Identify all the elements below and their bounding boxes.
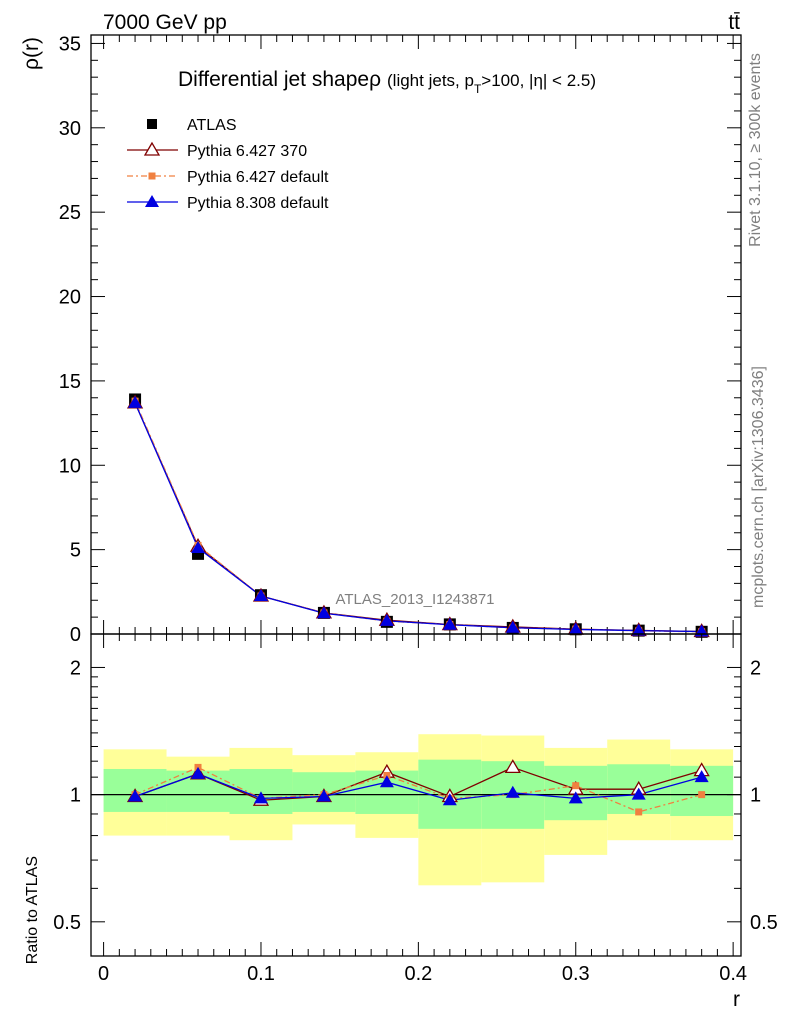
- data-point-pythia-8-308-default: [568, 622, 583, 635]
- main-y-tick-label: 30: [59, 118, 81, 140]
- data-point-pythia-8-308-default: [253, 589, 268, 602]
- data-point-pythia-8-308-default: [191, 540, 206, 553]
- chart-title-symbol: ρ: [369, 68, 381, 91]
- data-point-pythia-8-308-default: [128, 395, 143, 408]
- ratio-line-pythia-8-308-default: [134, 773, 702, 801]
- legend-marker: [148, 172, 156, 180]
- x-axis-label: r: [733, 988, 740, 1011]
- legend: ATLAS Pythia 6.427 370 Pythia 6.427 defaul…: [127, 117, 329, 212]
- main-panel: 0 5 10 15 20 25 30 35: [59, 33, 742, 646]
- ratio-point-pythia-6-427-370: [504, 759, 521, 774]
- process-label: tt̄: [728, 11, 740, 34]
- ratio-frame: [90, 633, 742, 957]
- main-y-tick-label: 5: [70, 540, 81, 562]
- ratio-line-pythia-6-427-default: [134, 766, 702, 813]
- chart-title-detail: (light jets, p: [387, 71, 474, 90]
- ratio-y-tick-label-right: 2: [750, 657, 761, 679]
- ratio-y-tick-label-left: 0.5: [53, 912, 81, 934]
- energy-label: 7000 GeV pp: [103, 11, 227, 34]
- main-y-tick-label: 25: [59, 202, 81, 224]
- main-y-axis-label: ρ(r): [20, 37, 43, 70]
- data-point-pythia-8-308-default: [379, 613, 394, 626]
- legend-entry-label: Pythia 6.427 default: [187, 169, 329, 186]
- ratio-point-pythia-8-308-default: [568, 791, 583, 804]
- ratio-y-tick-label-right: 0.5: [750, 912, 778, 934]
- ratio-y-tick-label-left: 1: [70, 785, 81, 807]
- analysis-watermark: ATLAS_2013_I1243871: [335, 591, 494, 608]
- x-tick-label: 0.2: [404, 963, 432, 985]
- ratio-y-tick-label-right: 1: [750, 785, 761, 807]
- x-tick-label: 0: [98, 963, 109, 985]
- chart-title-main: Differential jet shape: [178, 68, 369, 91]
- ratio-panel: 0.5 0.5 1 1 2 2 0 0.1 0.2 0.3 0.4: [53, 633, 778, 985]
- ratio-point-pythia-8-308-default: [379, 775, 394, 788]
- data-point-pythia-8-308-default: [631, 623, 646, 636]
- data-point-pythia-8-308-default: [316, 606, 331, 619]
- ratio-point-pythia-8-308-default: [128, 789, 143, 802]
- legend-marker: [143, 141, 161, 156]
- legend-entry-label: ATLAS: [187, 117, 237, 134]
- chart-title-detail-tail: >100, |η| < 2.5): [481, 71, 596, 90]
- main-y-tick-label: 10: [59, 455, 81, 477]
- x-tick-label: 0.4: [719, 963, 747, 985]
- main-y-tick-label: 20: [59, 287, 81, 309]
- ratio-point-pythia-8-308-default: [191, 766, 206, 779]
- ratio-point-pythia-6-427-default: [572, 782, 580, 790]
- ratio-point-pythia-8-308-default: [316, 789, 331, 802]
- legend-marker: [147, 119, 157, 129]
- ratio-point-pythia-8-308-default: [694, 770, 709, 783]
- main-y-tick-label: 35: [59, 33, 81, 55]
- ratio-point-pythia-6-427-default: [635, 808, 643, 816]
- x-tick-label: 0.1: [247, 963, 275, 985]
- chart-title-subscript: T: [474, 82, 482, 96]
- rivet-version-label: Rivet 3.1.10, ≥ 300k events: [747, 53, 764, 247]
- chart-title: Differential jet shapeρ (light jets, pT>1…: [178, 68, 596, 96]
- series-line-pythia-6-427-default: [134, 400, 702, 633]
- legend-marker: [145, 195, 159, 207]
- legend-entry-label: Pythia 6.427 370: [187, 143, 307, 160]
- ratio-line-pythia-6-427-370: [134, 766, 702, 801]
- main-y-tick-label: 15: [59, 371, 81, 393]
- ratio-y-tick-label-left: 2: [70, 657, 81, 679]
- data-point-pythia-8-308-default: [442, 617, 457, 630]
- series-line-pythia-8-308-default: [134, 402, 702, 633]
- ratio-point-pythia-6-427-default: [698, 791, 706, 799]
- ratio-point-pythia-8-308-default: [253, 791, 268, 804]
- ratio-point-pythia-8-308-default: [505, 785, 520, 798]
- ratio-point-pythia-8-308-default: [442, 793, 457, 806]
- data-point-pythia-8-308-default: [505, 620, 520, 633]
- main-y-tick-label: 0: [70, 624, 81, 646]
- ratio-y-axis-label: Ratio to ATLAS: [24, 856, 41, 964]
- ratio-point-pythia-8-308-default: [631, 787, 646, 800]
- mcplots-label: mcplots.cern.ch [arXiv:1306.3436]: [750, 366, 767, 608]
- x-tick-label: 0.3: [562, 963, 590, 985]
- legend-entry-label: Pythia 8.308 default: [187, 195, 329, 212]
